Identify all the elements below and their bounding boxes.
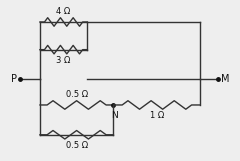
Text: 0.5 Ω: 0.5 Ω <box>66 141 88 150</box>
Text: 4 Ω: 4 Ω <box>56 7 71 16</box>
Text: M: M <box>221 74 229 84</box>
Text: N: N <box>111 111 118 120</box>
Text: 0.5 Ω: 0.5 Ω <box>66 90 88 99</box>
Text: 3 Ω: 3 Ω <box>56 56 71 65</box>
Text: P: P <box>11 74 17 84</box>
Text: 1 Ω: 1 Ω <box>150 111 164 120</box>
